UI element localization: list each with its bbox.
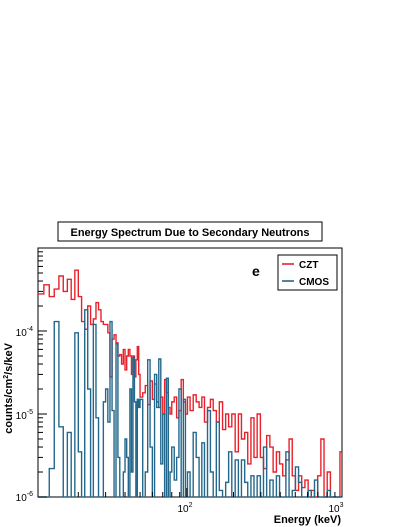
x-tick-label-1000: 103 — [328, 502, 343, 515]
y-tick-label-1e-5: 10-5 — [16, 409, 33, 422]
series-line-cmos — [38, 309, 342, 498]
legend: CZT CMOS — [277, 254, 338, 291]
legend-label-czt: CZT — [299, 260, 318, 271]
x-tick-label-100: 102 — [177, 502, 192, 515]
legend-label-cmos: CMOS — [299, 277, 329, 288]
series-layer — [38, 269, 342, 498]
ticks-layer — [38, 251, 343, 498]
y-tick-label-1e-6: 10-6 — [16, 491, 33, 504]
y-tick-label-1e-4: 10-4 — [16, 326, 33, 339]
title-box — [57, 221, 323, 242]
series-line-czt — [38, 269, 342, 498]
chart-title: Energy Spectrum Due to Secondary Neutron… — [71, 227, 310, 239]
y-axis-label: counts/cm2/s/keV — [3, 342, 15, 433]
x-axis-label: Energy (keV) — [274, 514, 342, 526]
panel-label: e — [252, 263, 260, 279]
legend-box — [277, 254, 338, 291]
